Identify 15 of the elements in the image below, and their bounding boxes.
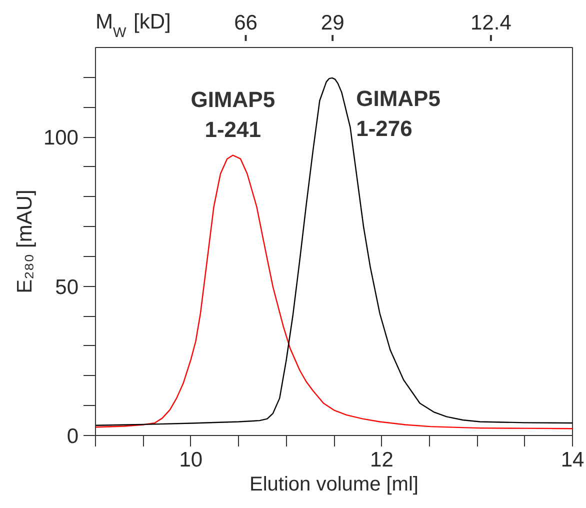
x-tick-label: 12 bbox=[370, 448, 394, 472]
text: 29 bbox=[320, 12, 344, 34]
x-tick-label: 10 bbox=[179, 448, 203, 472]
y-tick-label: 0 bbox=[66, 425, 79, 448]
text: 66 bbox=[234, 12, 258, 34]
x-axis-title: Elution volume [ml] bbox=[250, 474, 418, 496]
series-label: GIMAP5 1-276 bbox=[356, 86, 440, 141]
series-label: GIMAP5 1-241 bbox=[190, 87, 276, 142]
x-tick-label: 14 bbox=[560, 448, 584, 472]
y-axis-title: E₂₈₀ [mAU] bbox=[13, 190, 36, 294]
y-tick-label: 100 bbox=[43, 126, 79, 150]
y-tick-label: 50 bbox=[55, 276, 78, 299]
text: 12.4 bbox=[470, 12, 512, 34]
line-series bbox=[96, 77, 572, 426]
line-series bbox=[96, 154, 572, 430]
